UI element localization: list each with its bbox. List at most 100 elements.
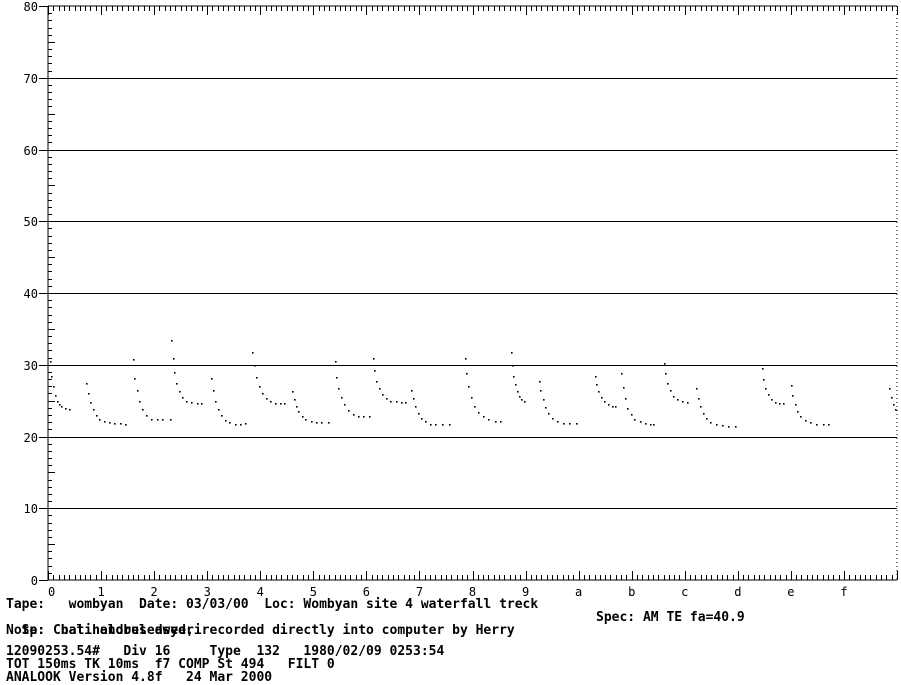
info-line-version: ANALOOK Version 4.8f 24 Mar 2000: [6, 670, 273, 685]
data-point: [775, 402, 777, 404]
data-point: [511, 352, 513, 354]
data-point: [468, 386, 470, 388]
data-point: [703, 413, 705, 415]
data-point: [157, 419, 159, 421]
info-line-tot: TOT 150ms TK 10ms f7 COMP St 494 FILT 0: [6, 657, 335, 672]
data-point: [521, 399, 523, 401]
data-point: [728, 426, 730, 428]
data-point: [133, 359, 135, 361]
data-point: [411, 390, 413, 392]
data-point: [576, 423, 578, 425]
pulse-14: [595, 376, 617, 408]
data-point: [88, 393, 90, 395]
data-point: [682, 401, 684, 403]
data-point: [495, 421, 497, 423]
data-point: [363, 416, 365, 418]
x-tick-label-6: 6: [363, 585, 370, 599]
data-point: [120, 423, 122, 425]
data-point: [376, 381, 378, 383]
data-point: [213, 390, 215, 392]
data-point: [336, 377, 338, 379]
pulse-11: [465, 358, 502, 423]
y-tick-label-10: 10: [24, 502, 38, 516]
data-point: [280, 403, 282, 405]
data-point: [665, 373, 667, 375]
data-point: [328, 422, 330, 424]
y-tick-label-60: 60: [24, 144, 38, 158]
data-point: [298, 411, 300, 413]
data-point: [543, 399, 545, 401]
data-point: [466, 373, 468, 375]
pulse-7: [292, 391, 330, 424]
data-point: [170, 419, 172, 421]
data-point: [687, 402, 689, 404]
data-point: [783, 403, 785, 405]
data-point: [640, 421, 642, 423]
x-tick-label-d: d: [734, 585, 741, 599]
x-tick-label-2: 2: [151, 585, 158, 599]
data-point: [670, 390, 672, 392]
data-point: [186, 401, 188, 403]
pulse-13: [539, 381, 578, 425]
data-point: [259, 386, 261, 388]
data-point: [65, 408, 67, 410]
data-point: [176, 383, 178, 385]
data-point: [229, 422, 231, 424]
data-point: [677, 399, 679, 401]
data-point: [545, 407, 547, 409]
data-point: [137, 390, 139, 392]
x-tick-label-f: f: [840, 585, 847, 599]
data-point: [449, 424, 451, 426]
data-point: [700, 406, 702, 408]
data-point: [563, 423, 565, 425]
data-point: [254, 365, 256, 367]
data-point: [631, 414, 633, 416]
data-point: [548, 413, 550, 415]
data-point: [252, 352, 254, 354]
data-point: [171, 340, 173, 342]
y-tick-label-70: 70: [24, 72, 38, 86]
data-point: [284, 403, 286, 405]
data-point: [552, 418, 554, 420]
data-point: [762, 368, 764, 370]
pulse-16: [664, 363, 689, 404]
data-point: [396, 401, 398, 403]
data-point: [151, 419, 153, 421]
data-point: [305, 419, 307, 421]
data-point: [696, 388, 698, 390]
pulse-4: [171, 340, 203, 405]
data-point: [256, 377, 258, 379]
x-axis-ticks: [48, 6, 898, 580]
x-tick-label-4: 4: [257, 585, 264, 599]
data-point: [235, 424, 237, 426]
data-point: [889, 388, 891, 390]
data-point: [557, 421, 559, 423]
data-point: [569, 423, 571, 425]
data-point: [664, 363, 666, 365]
data-point: [211, 378, 213, 380]
data-point: [321, 422, 323, 424]
spec-label: Spec: AM TE fa=40.9: [596, 610, 745, 625]
data-point: [471, 397, 473, 399]
chart-plot: 0 10 20 30 40 50 60 70 80 0 1 2 3 4 5 6 7 8 9 a b c d e f: [24, 0, 898, 599]
data-point: [517, 391, 519, 393]
info-line-file: 12090253.54# Div 16 Type 132 1980/02/09 …: [6, 644, 445, 659]
data-point: [765, 388, 767, 390]
data-point: [645, 423, 647, 425]
data-point: [763, 379, 765, 381]
data-point: [415, 406, 417, 408]
data-point: [270, 401, 272, 403]
x-axis-labels: 0 1 2 3 4 5 6 7 8 9 a b c d e f: [48, 585, 848, 599]
data-point: [791, 385, 793, 387]
pulse-2: [86, 383, 127, 426]
data-point: [634, 419, 636, 421]
x-tick-label-7: 7: [416, 585, 423, 599]
data-point: [512, 365, 514, 367]
data-point: [382, 394, 384, 396]
data-point: [142, 409, 144, 411]
data-point: [604, 401, 606, 403]
data-point: [69, 409, 71, 411]
data-point: [57, 401, 59, 403]
data-point: [519, 396, 521, 398]
pulse-20: [889, 388, 897, 411]
